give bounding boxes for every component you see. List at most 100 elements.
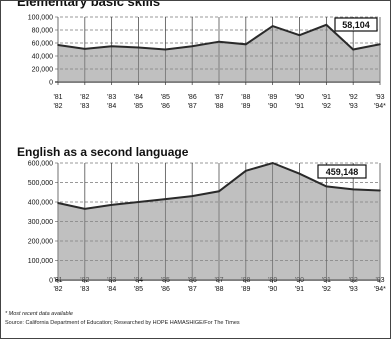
x-tick-label: '88 <box>241 277 250 284</box>
data-point <box>164 48 167 51</box>
x-tick-label: '85 <box>161 277 170 284</box>
footnote-source: Source: California Department of Educati… <box>5 320 240 326</box>
x-tick-label: '87 <box>214 94 223 101</box>
data-point <box>137 201 140 203</box>
x-tick-label: '89 <box>241 286 250 293</box>
x-tick-label: '90 <box>295 277 304 284</box>
x-tick-label: '81 <box>53 277 62 284</box>
x-tick-label: '91 <box>322 94 331 101</box>
x-tick-label: '85 <box>161 94 170 101</box>
data-point <box>325 185 328 188</box>
y-tick-label: 20,000 <box>32 67 54 74</box>
y-tick-label: 400,000 <box>28 200 53 207</box>
y-tick-label: 100,000 <box>28 15 53 22</box>
data-point <box>137 46 140 49</box>
y-tick-label: 0 <box>49 278 53 285</box>
x-tick-label: '84 <box>134 94 143 101</box>
data-point <box>110 45 113 48</box>
x-tick-label: '85 <box>134 103 143 110</box>
x-tick-label: '92 <box>349 94 358 101</box>
data-point <box>84 208 86 210</box>
y-tick-label: 0 <box>49 80 53 87</box>
x-tick-label: '88 <box>214 286 223 293</box>
y-tick-label: 80,000 <box>32 28 54 35</box>
x-tick-label: '85 <box>134 286 143 293</box>
x-tick-label: '89 <box>268 277 277 284</box>
series-area <box>58 163 380 280</box>
x-tick-label: '83 <box>80 286 89 293</box>
data-point <box>245 43 247 46</box>
x-tick-label: '82 <box>53 286 62 293</box>
value-callout-box <box>334 17 378 32</box>
x-tick-label: '91 <box>295 103 304 110</box>
x-tick-label: '92 <box>349 277 358 284</box>
y-tick-label: 100,000 <box>28 258 53 265</box>
value-callout: 459,148 <box>326 167 359 177</box>
x-tick-label: '93 <box>375 277 384 284</box>
series-area <box>58 24 380 82</box>
x-tick-label: '86 <box>188 277 197 284</box>
y-tick-label: 60,000 <box>32 41 54 48</box>
x-tick-label: '86 <box>161 286 170 293</box>
data-point <box>57 202 59 204</box>
x-tick-label: '90 <box>268 286 277 293</box>
y-tick-label: 500,000 <box>28 180 53 187</box>
x-tick-label: '81 <box>53 94 62 101</box>
data-point <box>57 44 59 46</box>
footnote-note: * Most recent data available <box>5 311 73 317</box>
data-point <box>352 48 354 51</box>
data-point <box>191 45 193 48</box>
x-tick-label: '82 <box>80 277 89 284</box>
x-tick-label: '88 <box>241 94 250 101</box>
x-tick-label: '86 <box>161 103 170 110</box>
x-tick-label: '93 <box>349 103 358 110</box>
data-point <box>298 172 301 175</box>
data-point <box>110 204 113 206</box>
y-tick-label: 600,000 <box>28 161 53 168</box>
data-point <box>325 24 328 26</box>
x-tick-label: '93 <box>375 94 384 101</box>
y-tick-label: 300,000 <box>28 219 53 226</box>
chart-title-elementary: Elementary basic skills <box>17 0 161 9</box>
data-point <box>298 34 301 36</box>
x-tick-label: '90 <box>268 103 277 110</box>
y-tick-label: 40,000 <box>32 54 54 61</box>
x-tick-label: '89 <box>241 103 250 110</box>
data-point <box>271 25 274 27</box>
x-tick-label: '94* <box>374 103 386 110</box>
data-point <box>164 198 167 200</box>
x-tick-label: '89 <box>268 94 277 101</box>
chart-title-esl: English as a second language <box>17 145 189 159</box>
value-callout-box <box>317 164 367 179</box>
x-tick-label: '92 <box>322 103 331 110</box>
data-point <box>218 190 220 193</box>
x-tick-label: '91 <box>295 286 304 293</box>
x-tick-label: '83 <box>107 94 116 101</box>
value-callout: 58,104 <box>342 20 370 30</box>
x-tick-label: '84 <box>134 277 143 284</box>
x-tick-label: '83 <box>80 103 89 110</box>
data-point <box>379 189 381 192</box>
data-point <box>191 195 193 197</box>
x-tick-label: '90 <box>295 94 304 101</box>
data-point <box>379 43 381 46</box>
x-tick-label: '88 <box>214 103 223 110</box>
x-tick-label: '94* <box>374 286 386 293</box>
x-tick-label: '92 <box>322 286 331 293</box>
data-point <box>245 170 247 172</box>
x-tick-label: '87 <box>188 103 197 110</box>
x-tick-label: '84 <box>107 286 116 293</box>
x-tick-label: '82 <box>80 94 89 101</box>
x-tick-label: '83 <box>107 277 116 284</box>
x-tick-label: '82 <box>53 103 62 110</box>
data-point <box>271 162 274 164</box>
data-point <box>84 48 86 50</box>
x-tick-label: '87 <box>188 286 197 293</box>
x-tick-label: '87 <box>214 277 223 284</box>
x-tick-label: '93 <box>349 286 358 293</box>
data-point <box>352 188 354 191</box>
x-tick-label: '86 <box>188 94 197 101</box>
data-point <box>218 40 220 43</box>
x-tick-label: '91 <box>322 277 331 284</box>
